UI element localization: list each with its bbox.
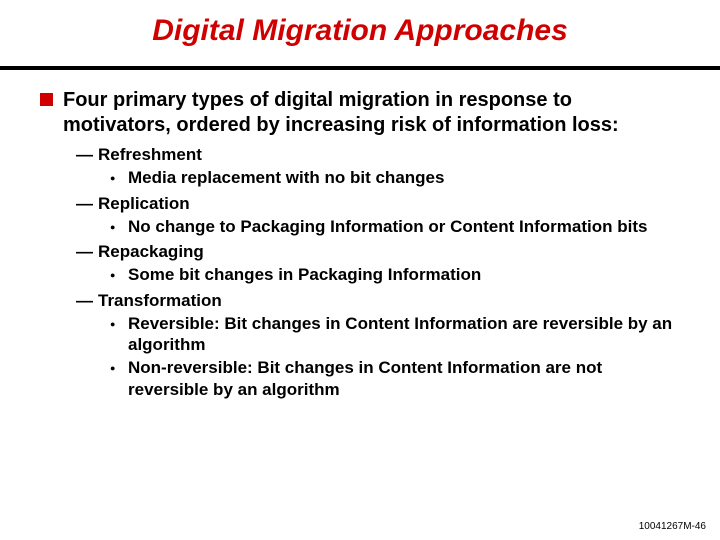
subpoint-text: Reversible: Bit changes in Content Infor…: [128, 313, 680, 356]
subpoint-text: Media replacement with no bit changes: [128, 167, 444, 188]
subpoints: ● No change to Packaging Information or …: [110, 216, 680, 237]
content-area: Four primary types of digital migration …: [40, 88, 680, 400]
dot-bullet-icon: ●: [110, 313, 128, 329]
type-label: Replication: [98, 193, 190, 214]
type-label: Repackaging: [98, 241, 204, 262]
dot-bullet-icon: ●: [110, 167, 128, 183]
type-label: Refreshment: [98, 144, 202, 165]
intro-item: Four primary types of digital migration …: [40, 88, 680, 138]
list-item: — Transformation: [76, 290, 680, 311]
list-item: — Repackaging: [76, 241, 680, 262]
subpoint-text: Non-reversible: Bit changes in Content I…: [128, 357, 680, 400]
square-bullet-icon: [40, 93, 53, 106]
list-item: ● No change to Packaging Information or …: [110, 216, 680, 237]
subpoints: ● Media replacement with no bit changes: [110, 167, 680, 188]
subpoint-text: No change to Packaging Information or Co…: [128, 216, 647, 237]
list-item: ● Reversible: Bit changes in Content Inf…: [110, 313, 680, 356]
subpoint-text: Some bit changes in Packaging Informatio…: [128, 264, 481, 285]
intro-text: Four primary types of digital migration …: [63, 88, 680, 138]
type-label: Transformation: [98, 290, 222, 311]
list-item: ● Media replacement with no bit changes: [110, 167, 680, 188]
dot-bullet-icon: ●: [110, 264, 128, 280]
dot-bullet-icon: ●: [110, 357, 128, 373]
title-rule: [0, 66, 720, 70]
slide: Digital Migration Approaches Four primar…: [0, 0, 720, 540]
slide-footer: 10041267M-46: [639, 521, 706, 532]
dot-bullet-icon: ●: [110, 216, 128, 232]
dash-bullet-icon: —: [76, 193, 98, 214]
list-item: — Refreshment: [76, 144, 680, 165]
list-item: ● Some bit changes in Packaging Informat…: [110, 264, 680, 285]
list-item: — Replication: [76, 193, 680, 214]
dash-bullet-icon: —: [76, 241, 98, 262]
subpoints: ● Some bit changes in Packaging Informat…: [110, 264, 680, 285]
types-list: — Refreshment ● Media replacement with n…: [76, 144, 680, 400]
list-item: ● Non-reversible: Bit changes in Content…: [110, 357, 680, 400]
dash-bullet-icon: —: [76, 290, 98, 311]
dash-bullet-icon: —: [76, 144, 98, 165]
subpoints: ● Reversible: Bit changes in Content Inf…: [110, 313, 680, 400]
slide-title: Digital Migration Approaches: [40, 14, 680, 48]
